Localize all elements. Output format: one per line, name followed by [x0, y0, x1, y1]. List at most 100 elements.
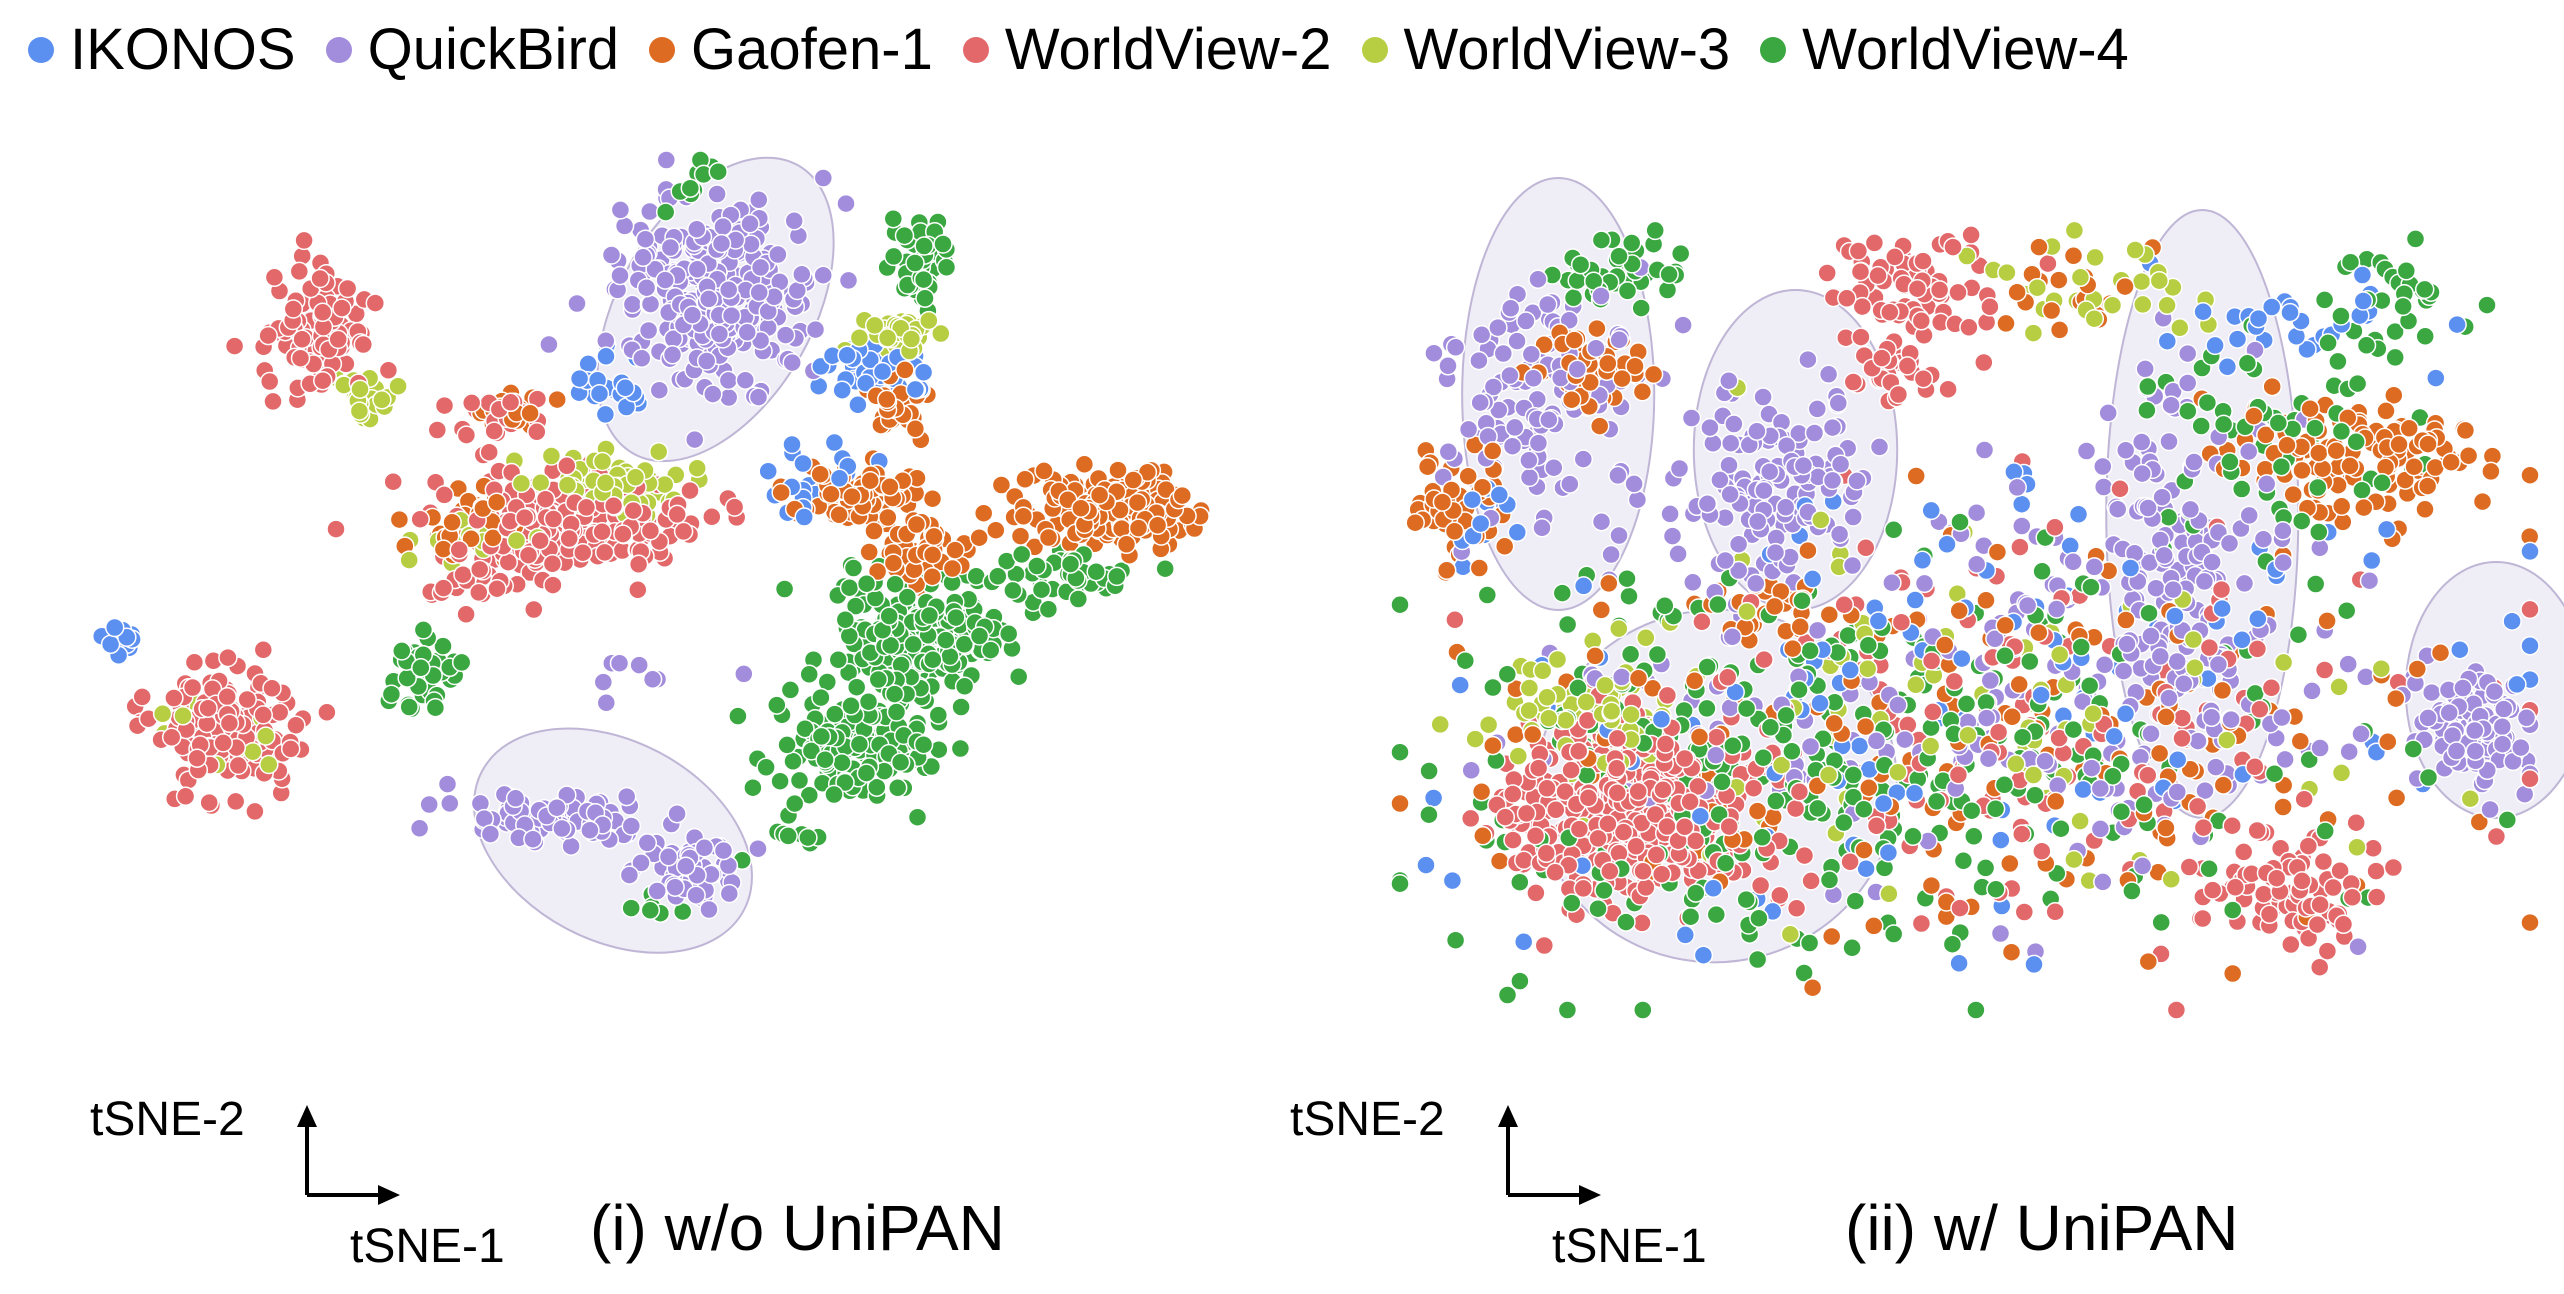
- scatter-point-worldview-4: [1086, 561, 1106, 582]
- scatter-point-worldview-4: [2178, 401, 2198, 421]
- scatter-point-worldview-4: [770, 771, 790, 791]
- scatter-point-worldview-2: [326, 519, 346, 539]
- scatter-point-worldview-3: [1818, 765, 1839, 785]
- scatter-point-quickbird: [1591, 286, 1611, 306]
- scatter-point-worldview-2: [2346, 812, 2366, 833]
- scatter-point-worldview-3: [350, 379, 370, 399]
- scatter-point-worldview-4: [1985, 799, 2006, 819]
- scatter-point-gaofen-1: [924, 526, 944, 547]
- scatter-point-gaofen-1: [1390, 793, 1410, 814]
- scatter-point-quickbird: [2093, 477, 2114, 497]
- scatter-point-gaofen-1: [1172, 485, 1193, 506]
- scatter-panel-with-unipan: [1390, 177, 2564, 1020]
- scatter-point-worldview-4: [1747, 949, 1768, 970]
- scatter-point-worldview-4: [886, 702, 907, 722]
- scatter-point-worldview-4: [841, 696, 861, 716]
- scatter-point-quickbird: [2113, 661, 2134, 681]
- scatter-point-worldview-3: [256, 726, 276, 746]
- scatter-point-ikonos: [2502, 611, 2522, 631]
- scatter-point-worldview-3: [2273, 652, 2294, 673]
- legend-marker: [1361, 37, 1388, 63]
- scatter-point-worldview-4: [2012, 727, 2033, 747]
- scatter-point-worldview-2: [2202, 880, 2223, 900]
- scatter-point-quickbird: [1528, 269, 1548, 290]
- scatter-point-quickbird: [2084, 557, 2105, 577]
- scatter-point-worldview-3: [931, 323, 951, 344]
- scatter-point-worldview-2: [469, 559, 490, 580]
- scatter-point-worldview-2: [2307, 914, 2328, 935]
- scatter-point-ikonos: [824, 432, 845, 453]
- scatter-point-worldview-2: [576, 497, 597, 518]
- scatter-point-worldview-4: [1445, 930, 1466, 950]
- scatter-point-worldview-4: [1712, 772, 1732, 792]
- scatter-point-quickbird: [1461, 760, 1481, 781]
- scatter-point-worldview-4: [2291, 511, 2312, 531]
- scatter-point-ikonos: [2031, 685, 2051, 705]
- scatter-point-worldview-4: [835, 609, 856, 630]
- scatter-point-worldview-2: [1719, 816, 1739, 837]
- scatter-point-ikonos: [2227, 329, 2248, 349]
- scatter-point-ikonos: [1802, 569, 1823, 589]
- scatter-point-ikonos: [1873, 793, 1894, 814]
- scatter-point-worldview-3: [2084, 308, 2105, 329]
- scatter-point-quickbird: [419, 794, 439, 815]
- scatter-point-worldview-3: [1997, 262, 2017, 283]
- scatter-point-worldview-3: [648, 441, 669, 462]
- scatter-point-gaofen-1: [1798, 540, 1818, 561]
- scatter-point-quickbird: [2188, 731, 2208, 751]
- axis-indicator-panel-ii: tSNE-2 tSNE-1 (ii) w/ UniPAN: [1290, 1093, 2239, 1273]
- scatter-point-worldview-4: [1068, 589, 1089, 609]
- scatter-point-worldview-2: [2253, 884, 2274, 904]
- scatter-point-worldview-2: [2317, 941, 2338, 961]
- scatter-point-worldview-2: [680, 480, 700, 501]
- scatter-panel-without-unipan: [91, 150, 1211, 954]
- scatter-point-gaofen-1: [2290, 731, 2311, 751]
- scatter-point-quickbird: [2154, 545, 2174, 566]
- scatter-point-quickbird: [1882, 572, 1902, 593]
- scatter-point-quickbird: [633, 247, 653, 268]
- scatter-point-worldview-2: [258, 325, 278, 346]
- scatter-point-ikonos: [2165, 606, 2185, 626]
- scatter-point-quickbird: [2421, 682, 2442, 703]
- scatter-point-quickbird: [1830, 454, 1851, 474]
- scatter-point-quickbird: [2131, 432, 2152, 452]
- scatter-point-worldview-4: [708, 161, 728, 182]
- scatter-point-gaofen-1: [821, 484, 841, 504]
- scatter-point-worldview-3: [1879, 884, 1899, 904]
- scatter-point-ikonos: [1416, 855, 1436, 875]
- scatter-point-worldview-4: [2347, 373, 2368, 394]
- scatter-point-gaofen-1: [2041, 300, 2062, 321]
- scatter-point-worldview-2: [559, 528, 579, 549]
- scatter-point-worldview-2: [2313, 851, 2334, 872]
- scatter-point-worldview-3: [2102, 295, 2123, 315]
- scatter-point-worldview-4: [1926, 791, 1947, 812]
- scatter-point-worldview-2: [1785, 798, 1806, 819]
- scatter-point-ikonos: [596, 346, 616, 367]
- scatter-point-quickbird: [2141, 626, 2161, 646]
- scatter-point-worldview-4: [680, 178, 701, 198]
- scatter-point-quickbird: [2132, 856, 2153, 876]
- scatter-point-worldview-4: [894, 225, 915, 246]
- scatter-point-quickbird: [1662, 526, 1683, 546]
- scatter-point-worldview-4: [1964, 826, 1984, 847]
- scatter-point-worldview-4: [1686, 883, 1706, 903]
- scatter-point-worldview-2: [2138, 765, 2158, 786]
- scatter-point-quickbird: [1966, 554, 1987, 574]
- scatter-point-worldview-2: [1907, 278, 1928, 299]
- scatter-point-worldview-2: [2247, 820, 2267, 841]
- scatter-point-gaofen-1: [2277, 435, 2297, 456]
- scatter-point-worldview-2: [1856, 538, 1876, 558]
- scatter-point-worldview-4: [1621, 233, 1642, 253]
- scatter-point-worldview-2: [1880, 302, 1900, 322]
- scatter-point-worldview-3: [1465, 729, 1485, 749]
- scatter-point-worldview-2: [1568, 741, 1589, 761]
- scatter-point-worldview-2: [312, 302, 333, 323]
- scatter-point-worldview-2: [2294, 789, 2314, 809]
- scatter-point-quickbird: [580, 820, 600, 840]
- scatter-point-worldview-3: [2083, 703, 2103, 724]
- scatter-point-quickbird: [2167, 782, 2188, 802]
- scatter-point-worldview-4: [1557, 614, 1578, 635]
- scatter-point-quickbird: [656, 150, 677, 170]
- scatter-point-worldview-2: [1938, 379, 1958, 400]
- legend-label: WorldView-3: [1403, 17, 1731, 82]
